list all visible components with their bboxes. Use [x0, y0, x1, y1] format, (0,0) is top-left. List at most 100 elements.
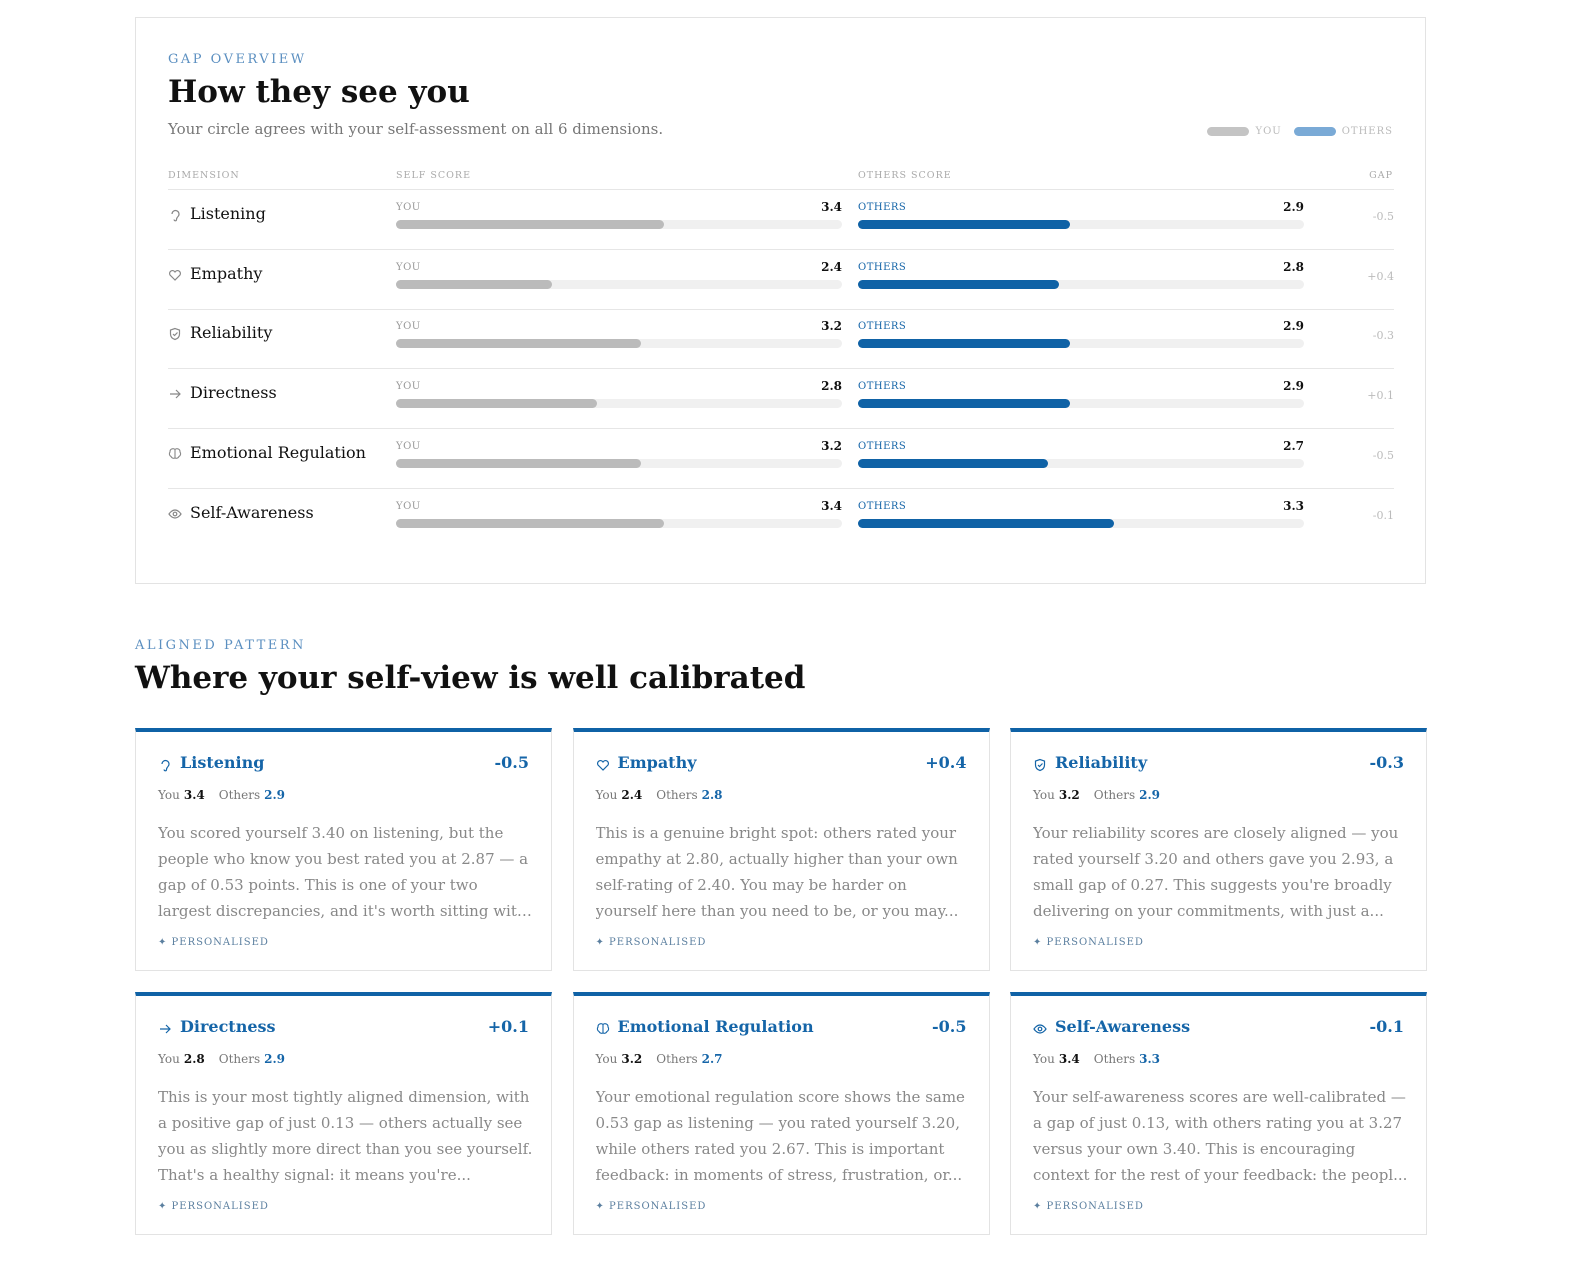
others-score: 2.9 [264, 1052, 286, 1066]
score-value: 3.4 [821, 498, 842, 513]
others-label: Others [218, 1052, 261, 1066]
icon [160, 1024, 171, 1034]
dimension-name: Emotional Regulation [190, 442, 366, 462]
icon [168, 448, 182, 459]
insight-card: Emotional Regulation -0.5 You 3.2 Others 2.7 Y… [572, 992, 990, 1235]
dimension-name: Listening [190, 204, 266, 223]
card-gap: -0.1 [1369, 1017, 1404, 1036]
bar-track [858, 518, 1304, 528]
column-header: DIMENSION [168, 170, 240, 181]
bar-track [858, 220, 1304, 229]
card-text: You scored yourself 3.40 on listening, b… [158, 824, 532, 920]
score-value: 3.3 [1283, 498, 1304, 513]
others-bar [858, 458, 1048, 468]
dimension-name: Self-Awareness [190, 502, 314, 522]
personalised-tag: ✦ PERSONALISED [595, 937, 707, 948]
others-score: 2.9 [264, 788, 286, 802]
others-bar [858, 220, 1070, 229]
column-header: OTHERS SCORE [858, 170, 952, 181]
bar-track [396, 220, 842, 229]
others-bar [858, 518, 1115, 528]
dimension-name: Empathy [190, 263, 263, 283]
insight-card: Empathy +0.4 You 2.4 Others 2.8 This is a genu… [572, 728, 990, 971]
bar-track [858, 399, 1304, 409]
gap-value: +0.1 [1367, 389, 1394, 403]
card-gap: +0.1 [487, 1017, 529, 1036]
eyebrow: ALIGNED PATTERN [135, 638, 306, 653]
card-scores: You 2.4 Others 2.8 [596, 788, 737, 802]
subtitle: Your circle agrees with your self-assess… [168, 120, 664, 138]
score-value: 3.4 [821, 200, 842, 214]
column-header: SELF SCORE [396, 170, 472, 181]
score-value: 2.8 [821, 379, 842, 394]
card-title: Self-Awareness [1055, 1017, 1191, 1036]
you-label: You [158, 1052, 180, 1066]
dimension-row: Self-Awareness YOU 3.4 OTHERS 3.3 -0.1 [168, 489, 1394, 549]
divider [168, 368, 1394, 370]
gap-value: +0.4 [1367, 269, 1394, 283]
card-scores: You 3.4 Others 3.3 [1033, 1052, 1174, 1066]
card-scores: You 2.8 Others 2.9 [158, 1052, 299, 1066]
gap-value: -0.5 [1372, 210, 1394, 223]
bar-track [396, 279, 842, 289]
others-score: 3.3 [1139, 1052, 1161, 1066]
legend-you: YOU [1207, 126, 1281, 137]
you-score: 3.2 [1058, 788, 1080, 802]
bar-label: YOU [396, 261, 421, 273]
card-gap: -0.5 [494, 753, 529, 772]
bar-label: YOU [396, 500, 421, 512]
icon [169, 269, 181, 281]
bar-label: OTHERS [858, 321, 907, 333]
score-value: 2.9 [1283, 319, 1304, 334]
personalised-tag: ✦ PERSONALISED [1033, 937, 1144, 948]
card-gap: +0.4 [925, 753, 967, 772]
card-scores: You 3.4 Others 2.9 [158, 788, 299, 802]
icon [1034, 758, 1046, 772]
others-label: Others [656, 788, 698, 802]
icon [170, 389, 181, 399]
card-text: This is your most tightly aligned dimens… [158, 1088, 533, 1184]
others-label: Others [1093, 1052, 1136, 1066]
bar-label: YOU [396, 321, 421, 333]
icon [161, 760, 170, 772]
card-scores: You 3.2 Others 2.9 [1033, 788, 1174, 802]
score-value: 3.2 [821, 438, 842, 453]
others-label: Others [1093, 788, 1136, 802]
bar-track [858, 279, 1304, 289]
bar-label: OTHERS [858, 202, 907, 213]
others-label: Others [656, 1052, 698, 1066]
you-score: 2.4 [621, 788, 643, 802]
title: How they see you [168, 74, 470, 110]
others-bar [858, 279, 1059, 289]
you-label: You [158, 788, 180, 802]
score-value: 2.8 [1283, 259, 1304, 274]
self-bar [396, 279, 553, 289]
icon [171, 210, 180, 222]
you-score: 2.8 [183, 1052, 205, 1066]
others-bar [858, 339, 1070, 349]
column-header: GAP [1369, 170, 1393, 181]
card-scores: You 3.2 Others 2.7 [596, 1052, 737, 1066]
bar-track [396, 518, 842, 528]
card-text: Your reliability scores are closely alig… [1033, 824, 1399, 920]
gap-overview: GAP OVERVIEW How they see you Your circl… [135, 17, 1426, 584]
personalised-tag: ✦ PERSONALISED [158, 937, 269, 948]
bar-track [396, 458, 842, 468]
legend: YOU OTHERS [1207, 126, 1393, 137]
dimension-name: Directness [190, 383, 277, 403]
you-label: You [595, 1052, 618, 1066]
self-bar [396, 339, 642, 349]
bar-track [858, 339, 1304, 349]
gap-value: -0.1 [1372, 508, 1394, 522]
insight-card: Directness +0.1 You 2.8 Others 2.9 This is you… [135, 992, 552, 1235]
card-gap: -0.3 [1369, 753, 1404, 772]
card-title: Empathy [617, 753, 697, 772]
divider [168, 428, 1394, 430]
others-score: 2.7 [701, 1052, 723, 1066]
score-value: 2.4 [821, 259, 842, 274]
icon [596, 760, 609, 771]
bar-label: OTHERS [858, 261, 907, 273]
you-score: 3.4 [1058, 1052, 1080, 1066]
dimension-row: Listening YOU 3.4 OTHERS 2.9 -0.5 [168, 190, 1394, 250]
